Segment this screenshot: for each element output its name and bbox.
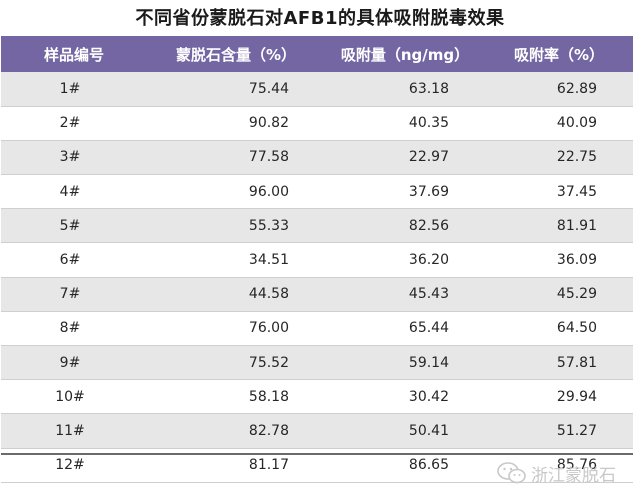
cell-adsorption-amount: 59.14	[325, 345, 485, 381]
table-row: 8# 76.00 65.44 64.50	[1, 311, 633, 347]
data-table: 样品编号 蒙脱石含量（%） 吸附量（ng/mg） 吸附率（%） 1# 75.44…	[1, 36, 633, 483]
cell-adsorption-rate: 81.91	[485, 208, 633, 244]
header-sample-id: 样品编号	[43, 45, 104, 64]
header-adsorption-rate: 吸附率（%）	[513, 45, 605, 64]
watermark: 浙江蒙脱石	[497, 458, 616, 488]
table-row: 5# 55.33 82.56 81.91	[1, 208, 633, 244]
cell-sample-id: 5#	[1, 208, 147, 244]
table-row: 4# 96.00 37.69 37.45	[1, 174, 633, 210]
cell-adsorption-rate: 36.09	[485, 242, 633, 278]
cell-sample-id: 9#	[1, 345, 147, 381]
cell-content: 90.82	[147, 106, 325, 141]
header-montmorillonite-content: 蒙脱石含量（%）	[175, 45, 297, 64]
cell-adsorption-amount: 65.44	[325, 311, 485, 347]
cell-content: 55.33	[147, 208, 325, 244]
table-bottom-rule	[1, 453, 633, 455]
cell-adsorption-rate: 37.45	[485, 174, 633, 210]
table-row: 10# 58.18 30.42 29.94	[1, 379, 633, 415]
cell-adsorption-amount: 36.20	[325, 242, 485, 278]
cell-adsorption-rate: 45.29	[485, 277, 633, 312]
cell-adsorption-rate: 64.50	[485, 311, 633, 347]
cell-adsorption-amount: 37.69	[325, 174, 485, 210]
cell-adsorption-amount: 63.18	[325, 72, 485, 107]
cell-content: 76.00	[147, 311, 325, 347]
table-row: 6# 34.51 36.20 36.09	[1, 242, 633, 278]
cell-content: 75.44	[147, 72, 325, 107]
cell-sample-id: 1#	[1, 72, 147, 107]
table-title: 不同省份蒙脱石对AFB1的具体吸附脱毒效果	[135, 8, 505, 29]
cell-adsorption-rate: 51.27	[485, 413, 633, 449]
cell-content: 58.18	[147, 379, 325, 415]
table-row: 11# 82.78 50.41 51.27	[1, 413, 633, 449]
table-row: 7# 44.58 45.43 45.29	[1, 277, 633, 312]
cell-content: 82.78	[147, 413, 325, 449]
cell-sample-id: 6#	[1, 242, 147, 278]
cell-sample-id: 4#	[1, 174, 147, 210]
cell-adsorption-rate: 62.89	[485, 72, 633, 107]
table-row: 1# 75.44 63.18 62.89	[1, 72, 633, 107]
cell-content: 75.52	[147, 345, 325, 381]
table-header: 样品编号 蒙脱石含量（%） 吸附量（ng/mg） 吸附率（%）	[1, 36, 633, 72]
cell-content: 34.51	[147, 242, 325, 278]
header-adsorption-amount: 吸附量（ng/mg）	[340, 45, 470, 64]
cell-sample-id: 3#	[1, 140, 147, 176]
cell-adsorption-amount: 30.42	[325, 379, 485, 415]
wechat-logo-icon	[497, 462, 526, 484]
cell-sample-id: 7#	[1, 277, 147, 312]
cell-sample-id: 11#	[1, 413, 147, 449]
cell-adsorption-rate: 22.75	[485, 140, 633, 176]
table-row: 2# 90.82 40.35 40.09	[1, 106, 633, 141]
cell-adsorption-amount: 22.97	[325, 140, 485, 176]
cell-adsorption-rate: 40.09	[485, 106, 633, 141]
cell-sample-id: 10#	[1, 379, 147, 415]
table-row: 3# 77.58 22.97 22.75	[1, 140, 633, 176]
watermark-text: 浙江蒙脱石	[531, 465, 616, 486]
header-row: 样品编号 蒙脱石含量（%） 吸附量（ng/mg） 吸附率（%）	[1, 36, 633, 72]
cell-adsorption-rate: 57.81	[485, 345, 633, 381]
table-row: 9# 75.52 59.14 57.81	[1, 345, 633, 381]
cell-content: 77.58	[147, 140, 325, 176]
cell-adsorption-amount: 50.41	[325, 413, 485, 449]
table-body: 1# 75.44 63.18 62.89 2# 90.82 40.35 40.0…	[1, 72, 633, 483]
cell-adsorption-rate: 29.94	[485, 379, 633, 415]
cell-sample-id: 2#	[1, 106, 147, 141]
cell-adsorption-amount: 40.35	[325, 106, 485, 141]
cell-adsorption-amount: 82.56	[325, 208, 485, 244]
cell-adsorption-amount: 45.43	[325, 277, 485, 312]
cell-content: 44.58	[147, 277, 325, 312]
cell-sample-id: 8#	[1, 311, 147, 347]
cell-content: 96.00	[147, 174, 325, 210]
